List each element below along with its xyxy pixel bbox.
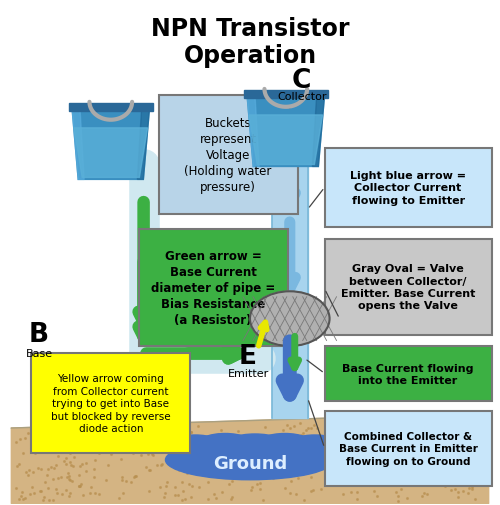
Text: Ground: Ground: [213, 454, 287, 472]
Polygon shape: [247, 95, 259, 167]
FancyBboxPatch shape: [324, 347, 492, 401]
Text: Base Current flowing
into the Emitter: Base Current flowing into the Emitter: [342, 363, 474, 385]
Text: Buckets
represent
Voltage
(Holding water
pressure): Buckets represent Voltage (Holding water…: [184, 117, 272, 193]
Ellipse shape: [166, 440, 334, 480]
Ellipse shape: [168, 435, 222, 457]
Text: Yellow arrow coming
from Collector current
trying to get into Base
but blocked b: Yellow arrow coming from Collector curre…: [51, 374, 171, 433]
Text: Green arrow =
Base Current
diameter of pipe =
Bias Resistance
(a Resistor): Green arrow = Base Current diameter of p…: [151, 250, 276, 327]
Polygon shape: [138, 109, 149, 180]
FancyBboxPatch shape: [324, 239, 492, 335]
Polygon shape: [74, 129, 148, 178]
Bar: [244, 91, 328, 98]
Polygon shape: [312, 95, 324, 167]
Polygon shape: [247, 95, 324, 167]
Polygon shape: [12, 413, 488, 503]
Ellipse shape: [255, 434, 314, 459]
FancyBboxPatch shape: [158, 95, 298, 215]
Ellipse shape: [222, 434, 288, 458]
Polygon shape: [72, 109, 84, 180]
Text: C: C: [292, 68, 312, 94]
Text: Operation: Operation: [184, 44, 316, 68]
FancyBboxPatch shape: [324, 148, 492, 228]
Bar: [272, 319, 308, 418]
Text: E: E: [239, 344, 257, 370]
Text: B: B: [29, 321, 49, 347]
Bar: [69, 104, 152, 112]
Text: Collector: Collector: [277, 92, 326, 102]
Polygon shape: [249, 116, 322, 165]
FancyBboxPatch shape: [31, 354, 190, 453]
Polygon shape: [72, 109, 150, 180]
Text: Combined Collector &
Base Current in Emitter
flowing on to Ground: Combined Collector & Base Current in Emi…: [338, 431, 477, 466]
Text: Emitter: Emitter: [228, 369, 268, 379]
Text: Gray Oval = Valve
between Collector/
Emitter. Base Current
opens the Valve: Gray Oval = Valve between Collector/ Emi…: [341, 264, 475, 311]
FancyBboxPatch shape: [138, 230, 288, 347]
Text: Light blue arrow =
Collector Current
flowing to Emitter: Light blue arrow = Collector Current flo…: [350, 171, 466, 206]
Text: NPN Transistor: NPN Transistor: [151, 17, 349, 41]
Bar: [272, 109, 308, 319]
Ellipse shape: [196, 434, 255, 459]
Ellipse shape: [288, 435, 342, 457]
Ellipse shape: [250, 292, 330, 346]
Text: Base: Base: [26, 349, 52, 359]
FancyBboxPatch shape: [324, 411, 492, 486]
